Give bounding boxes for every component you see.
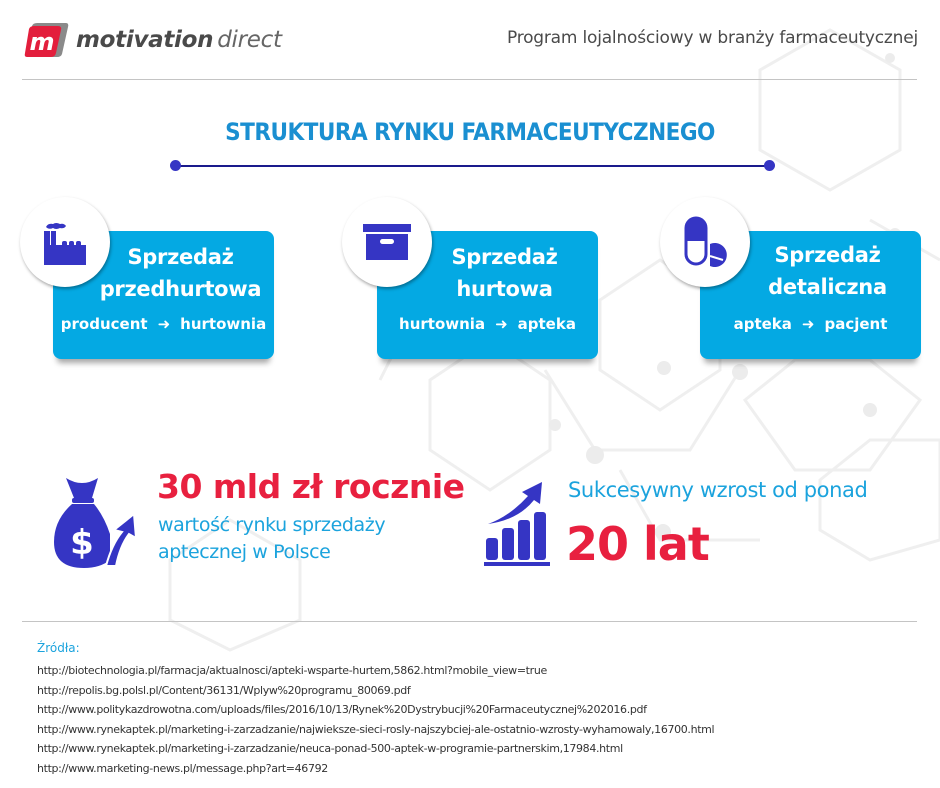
source-link[interactable]: http://www.rynekaptek.pl/marketing-i-zar… — [37, 722, 715, 736]
card-pre-wholesale: Sprzedaż przedhurtowa producent ➜ hurtow… — [53, 231, 274, 359]
pills-icon-circle — [660, 197, 750, 287]
growth-chart-icon — [484, 482, 550, 566]
header-title: Program lojalnościowy w branży farmaceut… — [506, 28, 918, 48]
sources-list: http://biotechnologia.pl/farmacja/aktual… — [37, 661, 715, 779]
logo-wordmark: motivation direct — [76, 27, 282, 53]
market-value-headline: 30 mld zł rocznie — [157, 467, 465, 506]
money-bag-icon: $ — [54, 478, 138, 568]
svg-text:m: m — [29, 28, 54, 56]
header-divider — [22, 79, 917, 80]
source-link[interactable]: http://repolis.bg.polsl.pl/Content/36131… — [37, 683, 411, 697]
source-link[interactable]: http://www.marketing-news.pl/message.php… — [37, 761, 328, 775]
arrow-right-icon: ➜ — [495, 315, 508, 333]
title-underline — [176, 165, 772, 167]
page-header: m motivation direct Program lojalnościowy… — [0, 0, 940, 80]
source-link[interactable]: http://www.politykazdrowotna.com/uploads… — [37, 703, 647, 717]
card-flow: hurtownia ➜ apteka — [399, 315, 576, 333]
brand-logo: m motivation direct — [24, 22, 282, 58]
card-flow: producent ➜ hurtownia — [60, 315, 267, 333]
section-title: STRUKTURA RYNKU FARMACEUTYCZNEGO — [225, 118, 715, 146]
card-flow: apteka ➜ pacjent — [733, 315, 888, 333]
footer-divider — [22, 621, 917, 622]
source-link[interactable]: http://www.rynekaptek.pl/marketing-i-zar… — [37, 742, 623, 756]
box-icon-circle — [342, 197, 432, 287]
growth-headline: 20 lat — [566, 517, 710, 571]
svg-text:$: $ — [70, 523, 94, 563]
market-value-description: wartość rynku sprzedaży aptecznej w Pols… — [158, 514, 386, 563]
card-title: Sprzedaż przedhurtowa — [99, 245, 262, 301]
title-underline-right-dot — [764, 160, 775, 171]
card-title: Sprzedaż hurtowa — [451, 245, 558, 301]
card-title: Sprzedaż detaliczna — [768, 243, 887, 299]
arrow-right-icon: ➜ — [801, 315, 815, 333]
box-icon — [363, 224, 411, 260]
logo-mark-icon: m — [24, 23, 69, 57]
factory-icon — [44, 223, 86, 265]
source-link[interactable]: http://biotechnologia.pl/farmacja/aktual… — [37, 664, 547, 677]
growth-description: Sukcesywny wzrost od ponad — [568, 478, 868, 502]
pills-icon — [684, 216, 727, 267]
arrow-right-icon: ➜ — [157, 315, 171, 333]
sources-label: Źródła: — [37, 641, 80, 655]
factory-icon-circle — [20, 197, 110, 287]
title-underline-left-dot — [170, 160, 181, 171]
